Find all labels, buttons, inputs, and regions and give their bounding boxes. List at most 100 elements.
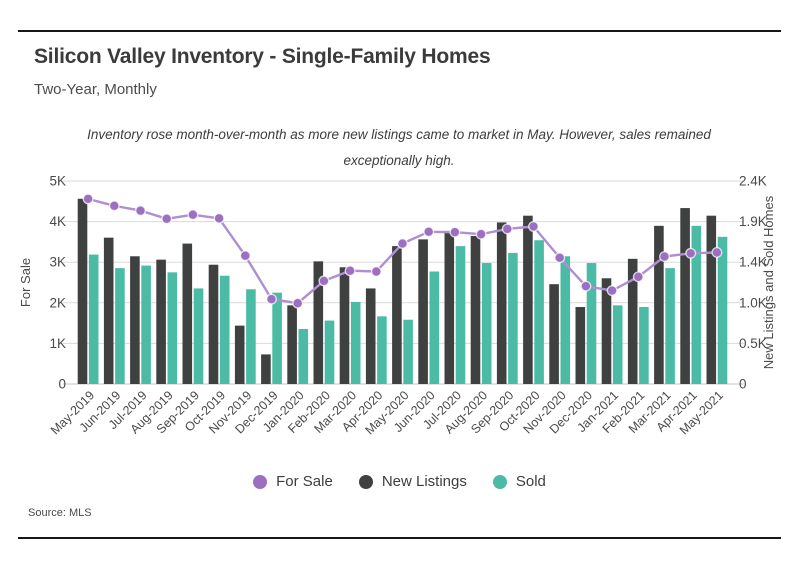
- bar-new-listings-jul-2020: [444, 230, 455, 384]
- point-for-sale-jul-2019: [135, 205, 146, 217]
- bar-sold-feb-2021: [639, 307, 649, 384]
- left-axis-tick-label: 5K: [49, 174, 66, 189]
- bar-new-listings-nov-2020: [549, 284, 559, 384]
- bar-new-listings-aug-2020: [470, 235, 481, 384]
- bar-new-listings-jun-2020: [418, 239, 428, 384]
- right-axis-tick-label: 1.4K: [739, 255, 767, 270]
- source-note: Source: MLS: [28, 507, 92, 519]
- bar-sold-sep-2019: [193, 288, 204, 384]
- bar-new-listings-may-2021: [706, 215, 717, 384]
- bar-sold-mar-2020: [350, 301, 361, 384]
- bar-new-listings-feb-2021: [627, 258, 638, 384]
- bar-new-listings-sep-2019: [182, 243, 193, 384]
- annotation-line-2: exceptionally high.: [343, 153, 455, 168]
- annotation-line-1: Inventory rose month-over-month as more …: [87, 127, 711, 142]
- point-for-sale-apr-2021: [685, 247, 697, 259]
- bar-new-listings-nov-2019: [234, 325, 245, 384]
- bar-sold-apr-2020: [377, 316, 387, 384]
- bar-sold-dec-2019: [272, 292, 282, 384]
- left-axis-title: For Sale: [18, 258, 33, 307]
- legend-label-for-sale: For Sale: [276, 473, 333, 490]
- bottom-divider: [18, 537, 781, 539]
- point-for-sale-jun-2020: [423, 226, 435, 238]
- bar-new-listings-dec-2020: [575, 307, 586, 384]
- point-for-sale-jan-2021: [606, 285, 618, 297]
- legend-item-new-listings: New Listings: [358, 473, 467, 490]
- point-for-sale-feb-2021: [632, 271, 644, 283]
- right-axis-title: New Listings and Sold Homes: [761, 195, 776, 369]
- point-for-sale-sep-2019: [187, 209, 199, 221]
- bar-sold-oct-2019: [219, 275, 230, 384]
- bar-new-listings-feb-2020: [313, 261, 324, 384]
- bar-sold-may-2019: [88, 254, 99, 384]
- top-divider: [18, 30, 781, 32]
- bar-new-listings-aug-2019: [156, 259, 166, 384]
- bar-new-listings-dec-2019: [261, 354, 271, 384]
- point-for-sale-aug-2020: [475, 228, 487, 240]
- for-sale-legend-dot-icon: [253, 474, 268, 489]
- left-axis-tick-label: 4K: [49, 214, 66, 229]
- bar-new-listings-sep-2020: [496, 222, 507, 384]
- bar-new-listings-apr-2020: [365, 288, 376, 384]
- bar-sold-jan-2020: [298, 329, 309, 384]
- bar-sold-aug-2019: [167, 272, 178, 384]
- bar-sold-jun-2020: [429, 271, 440, 384]
- point-for-sale-oct-2020: [528, 221, 539, 232]
- bar-sold-jan-2021: [612, 305, 623, 384]
- bar-sold-jul-2020: [455, 246, 466, 384]
- legend-label-sold: Sold: [515, 473, 546, 490]
- bar-new-listings-jul-2019: [130, 256, 140, 384]
- point-for-sale-may-2020: [397, 238, 408, 249]
- point-for-sale-oct-2019: [213, 212, 225, 224]
- point-for-sale-may-2019: [82, 193, 94, 205]
- bar-sold-feb-2020: [324, 320, 335, 384]
- chart-annotation: Inventory rose month-over-month as more …: [79, 122, 719, 174]
- point-for-sale-jul-2020: [449, 226, 461, 238]
- bar-sold-mar-2021: [665, 268, 675, 384]
- bar-new-listings-may-2019: [77, 198, 88, 384]
- legend-item-for-sale: For Sale: [253, 473, 333, 490]
- point-for-sale-aug-2019: [161, 213, 173, 225]
- new-listings-legend-dot-icon: [358, 474, 373, 489]
- chart-legend: For Sale New Listings Sold: [18, 473, 781, 490]
- bar-new-listings-oct-2019: [208, 264, 219, 384]
- bar-sold-aug-2020: [481, 263, 492, 384]
- bar-sold-oct-2020: [534, 240, 544, 384]
- sold-legend-dot-icon: [492, 474, 507, 489]
- right-axis-tick-label: 0.5K: [739, 336, 767, 351]
- bar-sold-nov-2020: [560, 256, 571, 384]
- bar-sold-sep-2020: [508, 252, 518, 384]
- bar-sold-jul-2019: [141, 265, 151, 384]
- bar-new-listings-jun-2019: [103, 237, 114, 384]
- point-for-sale-apr-2020: [370, 266, 382, 277]
- left-axis-tick-label: 3K: [49, 255, 66, 270]
- bar-new-listings-jan-2021: [601, 278, 612, 384]
- right-axis-tick-label: 1.9K: [739, 214, 767, 229]
- bar-sold-nov-2019: [246, 289, 256, 384]
- point-for-sale-nov-2019: [239, 250, 251, 262]
- point-for-sale-dec-2019: [266, 293, 277, 305]
- point-for-sale-dec-2020: [580, 280, 592, 292]
- point-for-sale-mar-2021: [659, 251, 670, 262]
- right-axis-tick-label: 1.0K: [739, 295, 767, 310]
- chart-subtitle: Two-Year, Monthly: [34, 81, 157, 98]
- bar-sold-may-2020: [403, 319, 413, 384]
- right-axis-tick-label: 2.4K: [739, 174, 767, 189]
- inventory-combo-chart: 0 0 1K 0.5K 2K 1.0K 3K 1.4K 4K 1.9K 5K 2.4K For Sale…: [18, 174, 776, 438]
- left-axis-tick-label: 2K: [49, 295, 66, 310]
- point-for-sale-mar-2020: [344, 265, 356, 277]
- bar-sold-apr-2021: [691, 225, 702, 384]
- bar-new-listings-apr-2021: [680, 208, 690, 384]
- point-for-sale-feb-2020: [318, 275, 330, 287]
- bar-new-listings-mar-2020: [339, 267, 350, 384]
- bar-sold-jun-2019: [115, 268, 125, 384]
- point-for-sale-jan-2020: [292, 297, 304, 309]
- point-for-sale-jun-2019: [108, 200, 120, 212]
- bar-new-listings-oct-2020: [523, 215, 533, 384]
- left-axis-tick-label: 0: [58, 377, 66, 392]
- for-sale-line: [87, 197, 717, 305]
- point-for-sale-sep-2020: [501, 223, 513, 235]
- legend-item-sold: Sold: [492, 473, 546, 490]
- page-title: Silicon Valley Inventory - Single-Family…: [34, 45, 491, 68]
